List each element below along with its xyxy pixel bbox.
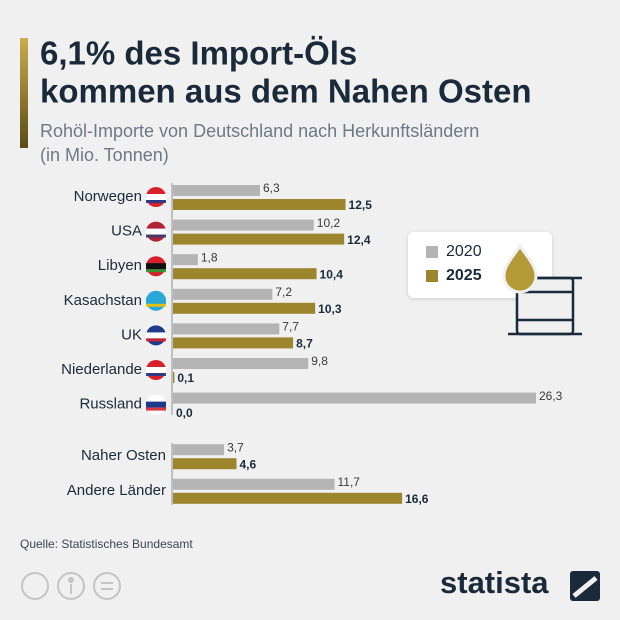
flag [146,303,166,307]
category-label: Naher Osten [81,447,166,464]
bar [173,478,335,490]
flag [146,200,166,203]
subtitle-line: (in Mio. Tonnen) [40,145,169,165]
category-label: Russland [79,396,142,413]
legend-swatch [426,246,438,258]
logo-mark [570,571,600,601]
value-label: 3,7 [227,440,244,454]
bar [173,185,260,196]
category-label: Niederlande [61,361,142,378]
value-label: 26,3 [539,389,563,403]
value-label: 7,2 [275,285,292,299]
category-label: Kasachstan [64,292,142,309]
title-line: kommen aus dem Nahen Osten [40,73,531,110]
bar [173,302,316,314]
value-label: 9,8 [311,354,328,368]
bar [173,323,280,335]
bar [173,358,309,369]
oil-icon [502,243,582,336]
logo: statista [440,565,549,600]
bar [173,254,198,266]
value-label: 10,3 [318,302,342,316]
value-label: 0,0 [176,406,193,420]
title-bar [20,38,28,148]
value-label: 16,6 [405,492,429,506]
value-label: 6,3 [263,181,280,195]
legend-label: 2020 [446,243,482,260]
category-label: Norwegen [74,188,142,205]
flag [146,338,166,342]
value-label: 7,7 [282,320,299,334]
bar [173,199,346,210]
flag [146,297,166,304]
bar [173,492,403,504]
bar [173,337,294,349]
value-label: 10,4 [320,267,344,281]
bar [173,444,225,456]
legend-label: 2025 [446,267,482,284]
value-label: 12,4 [347,233,371,247]
value-label: 12,5 [349,198,373,212]
flag [146,269,166,273]
category-label: USA [111,223,142,240]
value-label: 10,2 [317,216,341,230]
value-label: 0,1 [177,371,194,385]
license-icons [21,572,121,600]
category-label: Andere Länder [67,482,166,499]
value-label: 4,6 [239,457,256,471]
subtitle-line: Rohöl-Importe von Deutschland nach Herku… [40,121,479,141]
flag [146,234,166,238]
bar [173,219,314,231]
bar [173,458,237,470]
flag [146,332,166,339]
value-label: 1,8 [201,250,218,264]
bar [173,372,175,383]
legend: 2020 2025 [408,232,582,336]
bar [173,268,317,280]
bar [173,392,536,404]
value-label: 11,7 [337,475,360,489]
flag [146,194,166,200]
flag [146,228,166,235]
category-label: UK [121,326,142,343]
value-label: 8,7 [296,337,313,351]
title-line: 6,1% des Import-Öls [40,35,357,72]
flag [146,401,166,408]
flag [146,367,166,373]
flag [146,263,166,270]
bar [173,233,345,245]
flag [146,373,166,376]
legend-swatch [426,270,438,282]
category-label: Libyen [98,257,142,274]
flag [146,407,166,411]
bar [173,288,273,300]
source: Quelle: Statistisches Bundesamt [20,537,193,551]
